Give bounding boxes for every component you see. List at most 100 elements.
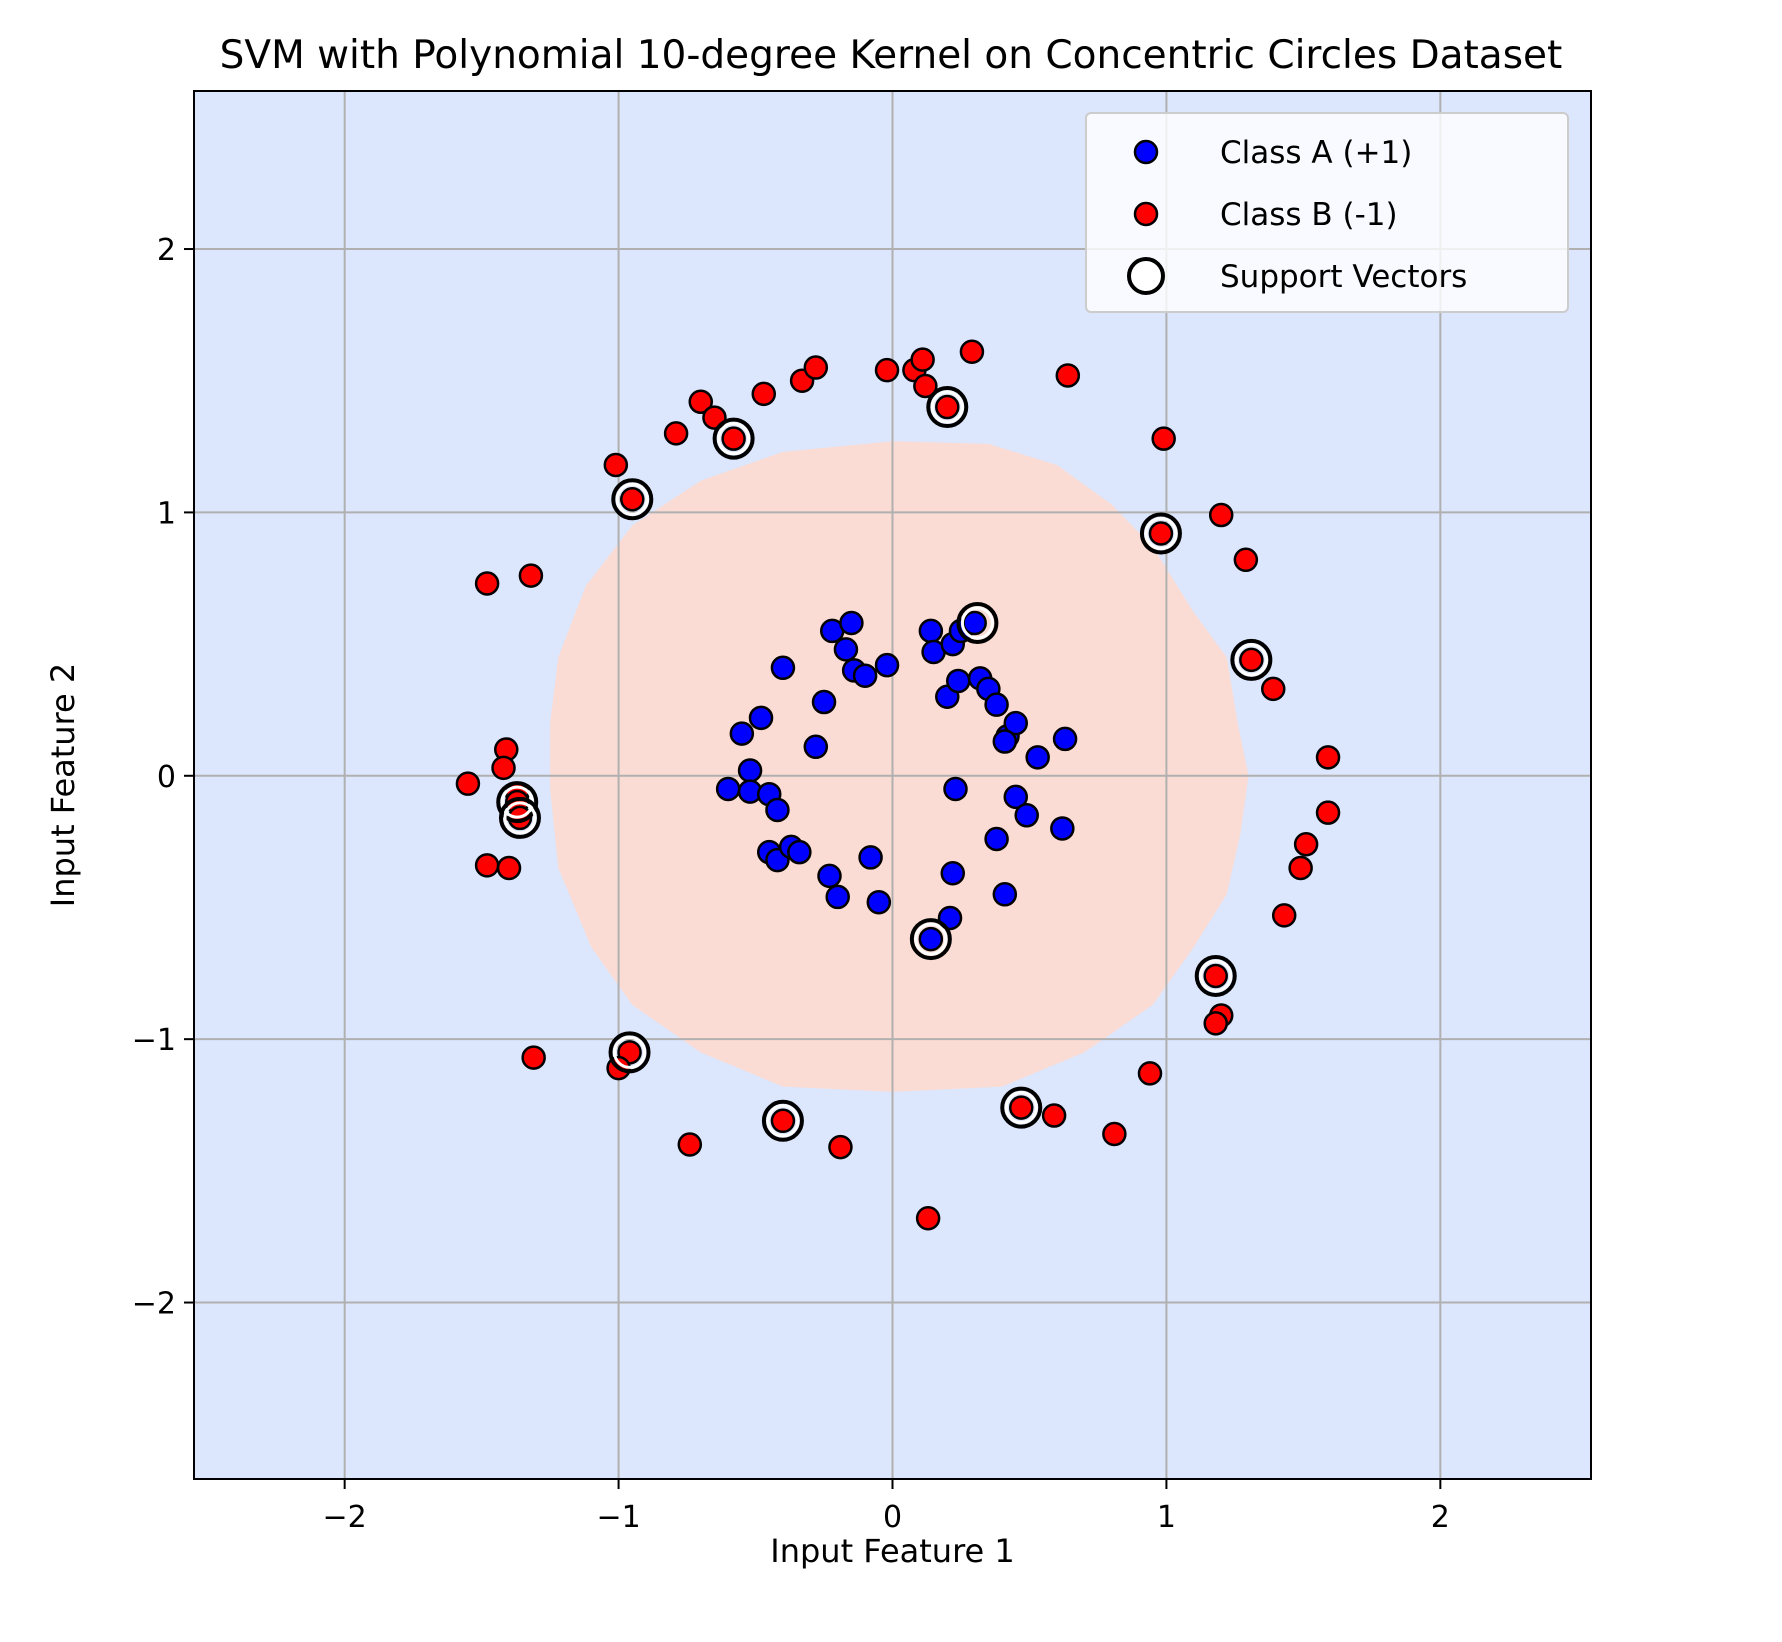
class-b-point (688, 389, 714, 415)
legend-box (1085, 112, 1569, 313)
y-tick-label: −1 (132, 1023, 176, 1058)
class-b-point (1208, 502, 1234, 528)
y-tick-label: 2 (157, 233, 176, 268)
y-tick-label: −2 (132, 1287, 176, 1322)
class-b-point (770, 1108, 796, 1134)
support-vector-ring (496, 781, 539, 824)
class-a-point (715, 776, 741, 802)
class-b-point (751, 381, 777, 407)
class-a-point (852, 663, 878, 688)
class-a-point (992, 729, 1018, 754)
class-b-point (518, 563, 544, 588)
support-vector-ring (909, 918, 952, 961)
support-vector-ring-inner (503, 801, 537, 835)
class-b-point (803, 355, 829, 380)
class-a-point (1050, 816, 1075, 841)
support-vector-ring (608, 1031, 651, 1074)
legend-marker-class-a (1133, 139, 1159, 165)
class-a-point (825, 884, 850, 910)
class-b-point (721, 426, 746, 451)
y-axis: −2 −1 0 1 2 (132, 233, 194, 1322)
class-b-point (1315, 800, 1341, 825)
support-vector-ring (1230, 638, 1273, 681)
decision-region (550, 441, 1249, 1092)
support-vector-ring-inner (914, 922, 948, 956)
class-b-point (874, 357, 900, 383)
class-b-point (1148, 521, 1174, 546)
class-a-point (737, 758, 763, 783)
legend-marker-support-vectors (1127, 257, 1165, 295)
class-a-point (1025, 745, 1050, 770)
legend-label-class-a: Class A (+1) (1220, 135, 1412, 171)
class-a-point (962, 610, 987, 636)
class-b-point (959, 339, 985, 364)
support-vector-ring (956, 602, 999, 645)
class-a-point (833, 637, 859, 662)
support-vector-ring-inner (613, 1035, 647, 1069)
support-vector-ring-inner (1199, 959, 1233, 993)
class-b-point (603, 452, 629, 478)
class-b-point (455, 771, 481, 796)
class-b-point (491, 755, 516, 781)
support-vector-ring (1194, 954, 1237, 997)
class-a-point (984, 692, 1009, 717)
support-vector-ring-inner (615, 482, 649, 516)
class-b-point (1261, 676, 1286, 702)
class-a-point (1014, 803, 1039, 828)
support-vector-ring (498, 796, 541, 839)
class-a-point (787, 839, 812, 865)
class-a-point (874, 652, 900, 678)
support-vector-ring-inner (1004, 1091, 1038, 1125)
class-b-point (1315, 745, 1341, 770)
class-a-point (765, 797, 790, 823)
class-b-point (496, 855, 522, 881)
class-b-point (1203, 1011, 1228, 1036)
class-b-point (935, 394, 960, 420)
class-b-point (1008, 1095, 1034, 1120)
class-a-point (817, 863, 842, 889)
y-tick-label: 1 (157, 496, 176, 531)
class-a-point (1003, 710, 1029, 736)
class-b-point (620, 486, 645, 512)
class-a-point (803, 734, 829, 760)
class-a-point (839, 610, 864, 636)
support-vector-ring (1139, 512, 1182, 555)
class-a-point (770, 655, 796, 681)
class-a-point (940, 860, 966, 886)
y-tick-label: 0 (157, 760, 176, 795)
support-vector-ring (926, 386, 969, 429)
plot-area (193, 90, 1592, 1480)
class-b-point (474, 853, 500, 878)
class-b-point (521, 1045, 546, 1070)
legend-label-support-vectors: Support Vectors (1220, 259, 1467, 295)
class-a-point (729, 721, 755, 746)
class-b-point (1203, 963, 1228, 989)
legend-marker-class-b (1133, 201, 1159, 227)
x-tick-label: 2 (1431, 1500, 1450, 1535)
x-tick-label: 0 (883, 1500, 902, 1535)
chart-title: SVM with Polynomial 10-degree Kernel on … (220, 33, 1563, 78)
support-vector-ring-inner (960, 606, 994, 640)
class-b-point (474, 571, 500, 596)
class-b-point (913, 373, 938, 399)
x-axis: −2 −1 0 1 2 (323, 1479, 1450, 1535)
class-a-point (1052, 726, 1078, 752)
class-b-point (663, 421, 689, 446)
class-b-point (677, 1132, 703, 1157)
support-vector-ring (611, 478, 654, 521)
class-b-point (1239, 647, 1264, 673)
class-b-point (1137, 1061, 1163, 1086)
support-vector-ring-inner (766, 1104, 800, 1138)
support-vector-ring-inner (1234, 643, 1268, 677)
grid-lines (194, 91, 1591, 1479)
x-tick-label: −2 (323, 1500, 367, 1535)
class-b-point (1233, 547, 1259, 573)
class-b-point (1151, 426, 1176, 451)
support-vector-ring (712, 417, 755, 460)
class-a-point (943, 776, 968, 802)
class-b-point (915, 1206, 941, 1231)
x-tick-label: −1 (596, 1500, 640, 1535)
support-vector-ring-inner (930, 390, 964, 424)
